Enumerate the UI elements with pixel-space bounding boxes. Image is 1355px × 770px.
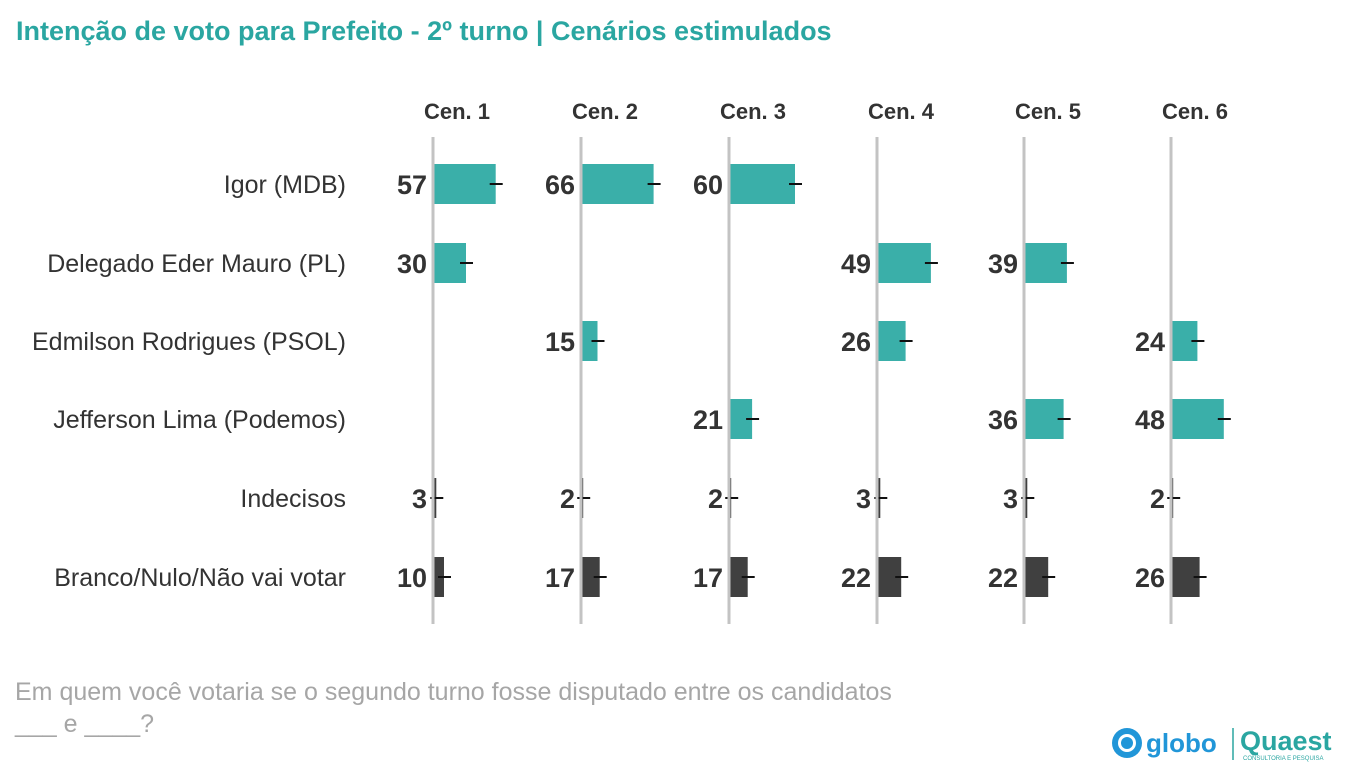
globo-logo: globo <box>1112 728 1217 758</box>
category-label: Edmilson Rodrigues (PSOL) <box>32 328 346 356</box>
data-label: 60 <box>693 170 723 200</box>
bar <box>581 557 600 597</box>
data-label: 24 <box>1135 327 1165 357</box>
data-label: 26 <box>1135 563 1165 593</box>
scenario-header: Cen. 6 <box>1162 99 1228 124</box>
bar <box>729 164 795 204</box>
bar <box>729 399 753 439</box>
scenario-header: Cen. 3 <box>720 99 786 124</box>
data-label: 57 <box>397 170 427 200</box>
data-label: 22 <box>988 563 1018 593</box>
chart-title: Intenção de voto para Prefeito - 2º turn… <box>16 16 832 46</box>
data-label: 39 <box>988 249 1018 279</box>
bar <box>1171 399 1224 439</box>
bar <box>433 164 496 204</box>
scenario-header: Cen. 2 <box>572 99 638 124</box>
category-label: Jefferson Lima (Podemos) <box>53 406 346 434</box>
data-label: 3 <box>412 484 427 514</box>
bar <box>729 557 748 597</box>
data-label: 22 <box>841 563 871 593</box>
quaest-wordmark: Quaest <box>1240 726 1332 756</box>
category-label: Igor (MDB) <box>224 171 346 199</box>
data-label: 2 <box>560 484 575 514</box>
data-label: 10 <box>397 563 427 593</box>
data-label: 3 <box>856 484 871 514</box>
bar <box>877 243 931 283</box>
quaest-tagline: CONSULTORIA E PESQUISA <box>1243 756 1323 762</box>
data-label: 2 <box>1150 484 1165 514</box>
category-label: Branco/Nulo/Não vai votar <box>54 564 346 592</box>
sponsor-logos: globo Quaest CONSULTORIA E PESQUISA <box>1112 726 1332 762</box>
globo-wordmark: globo <box>1146 728 1217 758</box>
data-label: 30 <box>397 249 427 279</box>
data-label: 17 <box>545 563 575 593</box>
survey-question: Em quem você votaria se o segundo turno … <box>15 678 892 738</box>
bar <box>1024 399 1064 439</box>
data-label: 49 <box>841 249 871 279</box>
bar <box>581 164 654 204</box>
data-label: 3 <box>1003 484 1018 514</box>
scenario-header: Cen. 5 <box>1015 99 1081 124</box>
data-label: 48 <box>1135 405 1165 435</box>
data-label: 2 <box>708 484 723 514</box>
data-label: 66 <box>545 170 575 200</box>
quaest-logo: Quaest CONSULTORIA E PESQUISA <box>1240 726 1332 762</box>
data-label: 36 <box>988 405 1018 435</box>
category-label: Indecisos <box>240 485 346 513</box>
data-label: 15 <box>545 327 575 357</box>
data-label: 26 <box>841 327 871 357</box>
scenario-header: Cen. 4 <box>868 99 935 124</box>
bar <box>581 321 598 361</box>
bar <box>1024 243 1067 283</box>
data-label: 17 <box>693 563 723 593</box>
scenario-header: Cen. 1 <box>424 99 490 124</box>
data-label: 21 <box>693 405 723 435</box>
category-label: Delegado Eder Mauro (PL) <box>47 250 346 278</box>
